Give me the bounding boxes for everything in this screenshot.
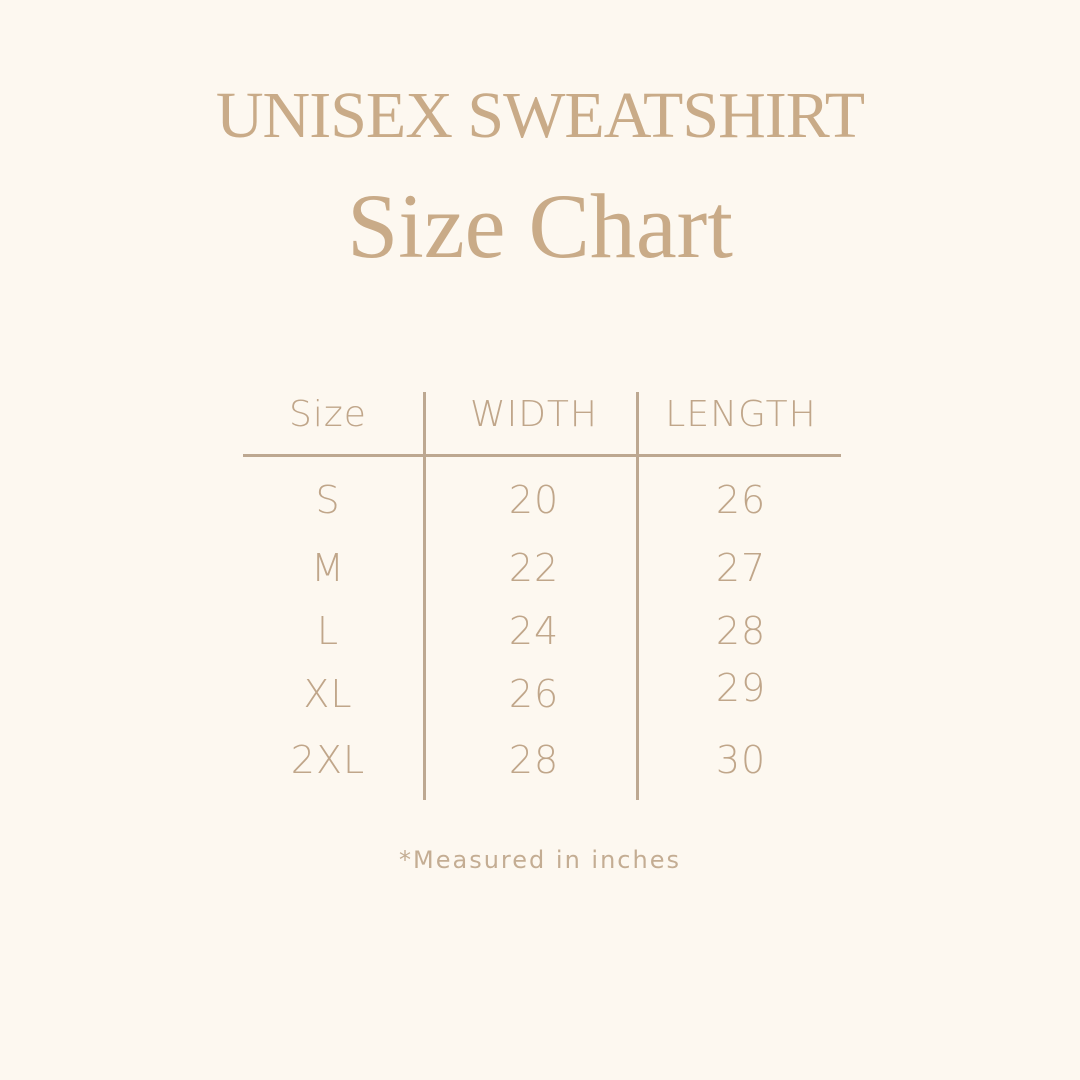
column-divider — [423, 392, 426, 800]
size-cell: 2XL — [290, 738, 366, 782]
length-cell: 26 — [715, 478, 767, 522]
length-cell: 28 — [715, 609, 767, 653]
width-cell: 22 — [508, 546, 560, 590]
size-cell: XL — [303, 672, 353, 716]
length-cell: 30 — [715, 738, 767, 782]
column-divider — [636, 392, 639, 800]
page-title: Size Chart — [347, 175, 733, 277]
width-cell: 20 — [508, 478, 560, 522]
header-divider — [243, 454, 841, 457]
size-cell: M — [311, 546, 345, 590]
header-size: Size — [289, 394, 367, 435]
header-length: LENGTH — [665, 394, 817, 435]
size-cell: L — [316, 609, 340, 653]
length-cell: 29 — [715, 666, 767, 710]
header-width: WIDTH — [470, 394, 598, 435]
width-cell: 24 — [508, 609, 560, 653]
title-line1: UNISEX SWEATSHIRT — [215, 79, 865, 152]
length-cell: 27 — [715, 546, 767, 590]
width-cell: 26 — [508, 672, 560, 716]
size-cell: S — [315, 478, 341, 522]
width-cell: 28 — [508, 738, 560, 782]
footnote: *Measured in inches — [399, 846, 681, 874]
